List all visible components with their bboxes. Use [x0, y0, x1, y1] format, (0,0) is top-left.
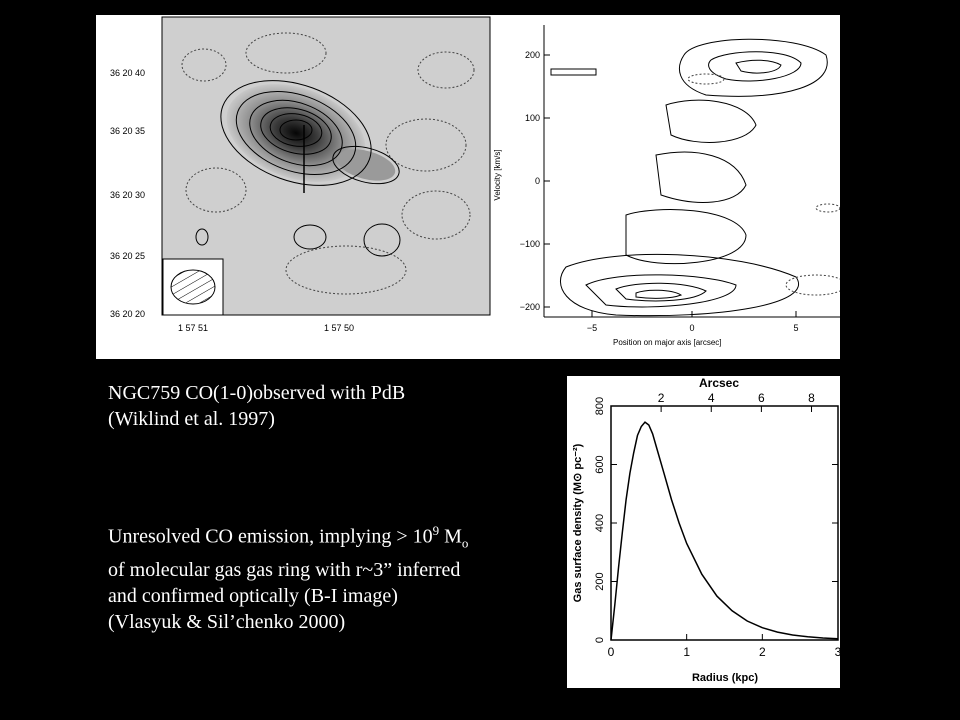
top-axis-label: Arcsec	[699, 376, 739, 390]
summary-caption-line: of molecular gas gas ring with r~3” infe…	[108, 558, 461, 581]
pv-y-tick: −100	[520, 239, 540, 249]
pv-x-ticks: −5 0 5	[587, 323, 799, 333]
gas-density-plot: 0 200 400 600 800 0 1 2 3 2 4 6 8 Arcsec Radius (k…	[572, 376, 840, 684]
gas-density-plot-panel: 0 200 400 600 800 0 1 2 3 2 4 6 8 Arcsec Radius (k…	[567, 376, 840, 688]
superscript-exponent: 9	[432, 523, 440, 538]
top-tick-label: 4	[708, 391, 715, 405]
observation-caption-line: NGC759 CO(1-0)observed with PdB	[108, 382, 406, 404]
pv-y-tick: 200	[525, 50, 540, 60]
y-tick-label: 200	[594, 572, 606, 590]
observation-caption-line: (Wiklind et al. 1997)	[108, 408, 275, 430]
x-tick-label: 1	[683, 645, 690, 659]
pv-y-ticks: 200 100 0 −100 −200	[520, 50, 540, 312]
top-tick-label: 2	[658, 391, 665, 405]
co-figure-panel: 36 20 40 36 20 35 36 20 30 36 20 25 36 2…	[96, 15, 840, 359]
summary-caption: Unresolved CO emission, implying > 109 M…	[108, 518, 558, 635]
x-tick-label: 0	[608, 645, 615, 659]
pv-x-tick: −5	[587, 323, 597, 333]
density-curve	[610, 421, 839, 641]
y-axis-ticks: 0 200 400 600 800	[594, 397, 838, 643]
pv-xlabel: Position on major axis [arcsec]	[613, 338, 722, 347]
y-axis-label: Gas surface density (M⊙ pc⁻²)	[572, 443, 584, 602]
pv-y-tick: 0	[535, 176, 540, 186]
summary-text: Unresolved CO emission, implying > 10	[108, 525, 433, 548]
y-tick-label: 800	[594, 397, 606, 415]
map-y-tick: 36 20 35	[110, 126, 145, 136]
map-y-tick: 36 20 40	[110, 68, 145, 78]
y-tick-label: 0	[594, 637, 606, 643]
plot-frame	[610, 405, 839, 641]
pv-diagram	[543, 25, 840, 318]
co-figure-svg: 36 20 40 36 20 35 36 20 30 36 20 25 36 2…	[110, 16, 840, 347]
pv-x-tick: 0	[689, 323, 694, 333]
map-y-tick: 36 20 25	[110, 251, 145, 261]
map-y-tick: 36 20 20	[110, 309, 145, 319]
pv-x-tick: 5	[793, 323, 798, 333]
map-x-tick: 1 57 50	[324, 323, 354, 333]
summary-caption-line: (Vlasyuk & Sil’chenko 2000)	[108, 610, 346, 633]
summary-caption-line: and confirmed optically (B-I image)	[108, 584, 398, 607]
x-axis-label: Radius (kpc)	[692, 672, 758, 684]
map-x-ticks: 1 57 51 1 57 50	[178, 323, 354, 333]
top-axis-ticks: 2 4 6 8	[658, 391, 815, 412]
pv-ylabel: Velocity [km/s]	[493, 149, 502, 200]
x-tick-label: 2	[759, 645, 766, 659]
observation-caption: NGC759 CO(1-0)observed with PdB (Wiklind…	[108, 380, 538, 432]
pv-y-tick: −200	[520, 302, 540, 312]
co-intensity-map	[161, 16, 491, 316]
x-axis-ticks: 0 1 2 3	[608, 634, 840, 659]
map-y-tick: 36 20 30	[110, 190, 145, 200]
y-tick-label: 600	[594, 455, 606, 473]
map-y-ticks: 36 20 40 36 20 35 36 20 30 36 20 25 36 2…	[110, 68, 145, 319]
summary-caption-line: Unresolved CO emission, implying > 109 M…	[108, 518, 558, 557]
summary-text: M	[439, 525, 462, 548]
x-tick-label: 3	[835, 645, 840, 659]
top-tick-label: 6	[758, 391, 765, 405]
y-tick-label: 400	[594, 514, 606, 532]
top-tick-label: 8	[808, 391, 815, 405]
subscript-solar: o	[461, 535, 469, 551]
map-x-tick: 1 57 51	[178, 323, 208, 333]
pv-y-tick: 100	[525, 113, 540, 123]
